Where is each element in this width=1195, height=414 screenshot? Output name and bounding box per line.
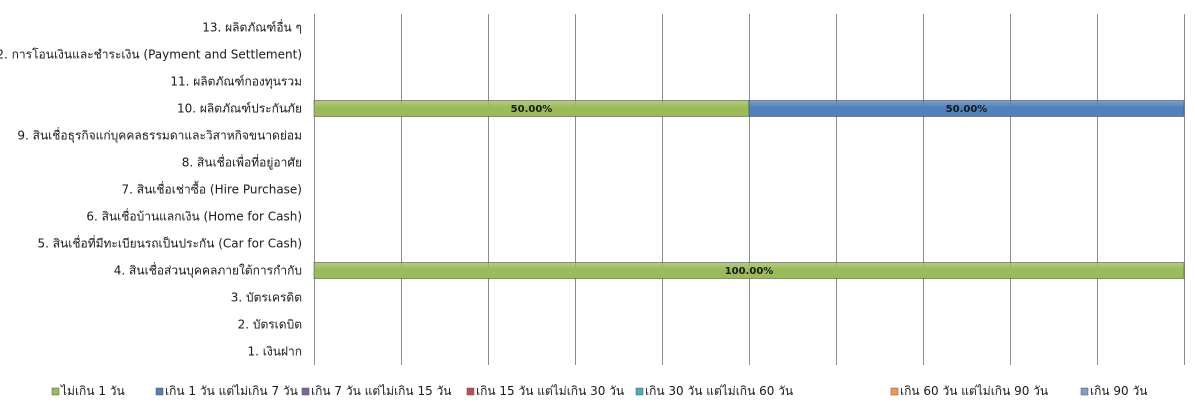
grid-layer	[314, 14, 1185, 365]
legend-label: ไม่เกิน 1 วัน	[60, 384, 125, 398]
legend-label: เกิน 7 วัน แต่ไม่เกิน 15 วัน	[311, 384, 451, 398]
bar-segment	[313, 262, 1185, 279]
data-label: 50.00%	[946, 104, 988, 115]
category-label: 10. ผลิตภัณฑ์ประกันภัย	[177, 102, 302, 116]
category-labels: 13. ผลิตภัณฑ์อื่น ๆ 12. การโอนเงินและชำระ…	[0, 19, 302, 359]
category-label: 11. ผลิตภัณฑ์กองทุนรวม	[170, 75, 302, 90]
data-label: 50.00%	[511, 104, 553, 115]
legend-label: เกิน 1 วัน แต่ไม่เกิน 7 วัน	[165, 384, 298, 398]
data-label: 100.00%	[725, 266, 774, 277]
category-label: 6. สินเชื่อบ้านแลกเงิน (Home for Cash)	[86, 208, 302, 224]
category-label: 2. บัตรเดบิต	[238, 318, 302, 332]
category-label: 8. สินเชื่อเพื่อที่อยู่อาศัย	[182, 154, 302, 171]
legend-swatch	[890, 387, 899, 396]
legend-swatch	[1080, 387, 1089, 396]
category-label: 9. สินเชื่อธุรกิจแก่บุคคลธรรมดาและวิสาหก…	[17, 127, 302, 144]
legend-swatch	[301, 387, 310, 396]
legend-label: เกิน 15 วัน แต่ไม่เกิน 30 วัน	[476, 384, 624, 398]
category-label: 12. การโอนเงินและชำระเงิน (Payment and S…	[0, 48, 302, 62]
category-label: 13. ผลิตภัณฑ์อื่น ๆ	[202, 19, 302, 35]
legend-swatch	[635, 387, 644, 396]
legend-swatch	[51, 387, 60, 396]
bar-layer	[313, 100, 1185, 279]
category-label: 5. สินเชื่อที่มีทะเบียนรถเป็นประกัน (Car…	[37, 235, 302, 251]
category-label: 4. สินเชื่อส่วนบุคคลภายใต้การกำกับ	[114, 262, 302, 279]
legend-swatch	[466, 387, 475, 396]
legend-swatch	[155, 387, 164, 396]
category-label: 7. สินเชื่อเช่าซื้อ (Hire Purchase)	[122, 181, 302, 197]
category-label: 1. เงินฝาก	[248, 345, 302, 359]
category-label: 3. บัตรเครดิต	[231, 291, 302, 305]
legend-label: เกิน 90 วัน	[1090, 384, 1147, 398]
legend: ไม่เกิน 1 วัน เกิน 1 วัน แต่ไม่เกิน 7 วัน…	[51, 384, 1147, 398]
data-labels: 50.00% 50.00% 100.00%	[511, 104, 988, 277]
bar-segment	[748, 100, 1185, 117]
legend-label: เกิน 60 วัน แต่ไม่เกิน 90 วัน	[900, 384, 1048, 398]
legend-label: เกิน 30 วัน แต่ไม่เกิน 60 วัน	[645, 384, 793, 398]
